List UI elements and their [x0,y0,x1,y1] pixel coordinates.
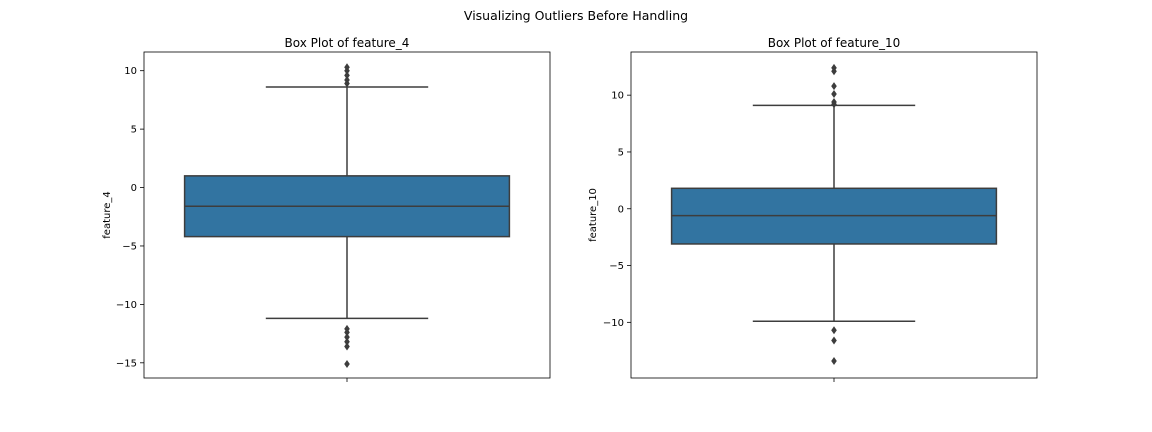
outlier-point [831,336,837,345]
outlier-point [831,90,837,99]
outlier-point [344,79,350,88]
outlier-point [831,82,837,91]
y-tick-label: 10 [124,66,137,77]
outlier-point [344,337,350,346]
chart-title: Box Plot of feature_10 [768,36,901,50]
y-tick-label: −10 [603,318,624,329]
chart-panel-feature-10: Box Plot of feature_10 feature_10 10 5 0 −5… [588,36,1038,382]
figure-suptitle: Visualizing Outliers Before Handling [464,8,688,23]
y-tick-label: 5 [131,125,137,136]
chart-panel-feature-4: Box Plot of feature_4 feature_4 10 5 0 −5 −1… [102,36,551,382]
outlier-point [831,100,837,109]
outlier-point [344,342,350,351]
outlier-point [344,359,350,368]
chart-title: Box Plot of feature_4 [285,36,410,50]
y-tick-label: 0 [131,183,137,194]
y-axis-label: feature_4 [102,191,113,238]
y-tick-label: −5 [609,261,624,272]
outlier-point [831,326,837,335]
y-tick-label: −10 [116,300,137,311]
y-tick-label: −15 [116,358,137,369]
outlier-point [831,67,837,76]
outlier-point [344,71,350,80]
outlier-point [344,66,350,75]
y-axis-label: feature_10 [588,188,599,242]
outlier-point [831,356,837,365]
y-tick-label: 0 [618,204,624,215]
y-tick-label: 5 [618,147,624,158]
outlier-point [344,328,350,337]
y-tick-label: −5 [122,241,137,252]
y-tick-label: 10 [611,91,624,102]
outlier-point [344,333,350,342]
